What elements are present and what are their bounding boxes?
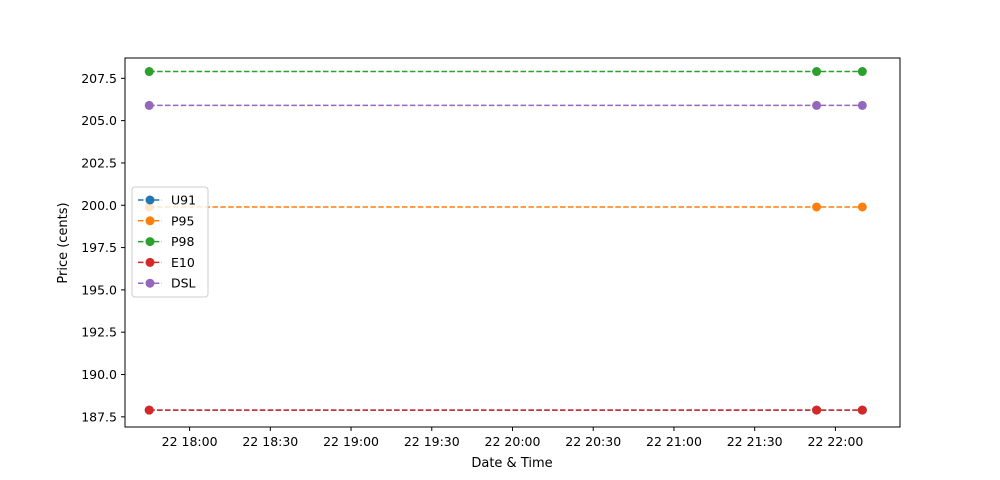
x-tick-label: 22 21:30 — [727, 434, 783, 449]
plot-frame — [124, 57, 901, 428]
legend-marker-u91 — [145, 195, 155, 205]
y-tick-label: 187.5 — [81, 409, 117, 424]
y-tick-label: 197.5 — [81, 240, 117, 255]
legend-label-e10: E10 — [171, 255, 195, 270]
legend-marker-e10 — [145, 257, 155, 267]
legend-label-p98: P98 — [171, 234, 194, 249]
x-tick-label: 22 22:00 — [807, 434, 863, 449]
data-point-e10 — [144, 405, 154, 415]
x-axis: 22 18:00 22 18:30 22 19:00 22 19:30 22 20:00… — [162, 427, 863, 449]
x-tick-label: 22 20:30 — [565, 434, 621, 449]
data-point-p98 — [812, 67, 822, 77]
data-point-p95 — [812, 202, 822, 212]
y-tick-label: 207.5 — [81, 71, 117, 86]
legend-label-u91: U91 — [171, 193, 196, 208]
data-point-p98 — [144, 67, 154, 77]
y-tick-label: 195.0 — [81, 282, 117, 297]
data-point-e10 — [857, 405, 867, 415]
y-tick-label: 190.0 — [81, 367, 117, 382]
x-tick-label: 22 18:30 — [242, 434, 298, 449]
y-axis: 187.5 190.0 192.5 195.0 197.5 200.0 202.5 205.0… — [81, 71, 125, 424]
y-tick-label: 192.5 — [81, 325, 117, 340]
legend-marker-p95 — [145, 216, 155, 226]
x-tick-label: 22 19:30 — [404, 434, 460, 449]
x-tick-label: 22 20:00 — [485, 434, 541, 449]
data-point-e10 — [812, 405, 822, 415]
x-tick-label: 22 19:00 — [323, 434, 379, 449]
y-axis-label: Price (cents) — [56, 202, 71, 283]
data-point-dsl — [857, 100, 867, 110]
legend-label-p95: P95 — [171, 213, 194, 228]
legend-frame — [131, 186, 209, 298]
legend-marker-p98 — [145, 237, 155, 247]
x-axis-label: Date & Time — [471, 456, 552, 471]
legend: U91 P95 P98 E10 DSL — [131, 186, 209, 298]
legend-marker-dsl — [145, 278, 155, 288]
x-tick-label: 22 18:00 — [162, 434, 218, 449]
series-group — [144, 67, 867, 415]
data-point-p95 — [857, 202, 867, 212]
data-point-dsl — [144, 100, 154, 110]
data-point-dsl — [812, 100, 822, 110]
y-tick-label: 205.0 — [81, 113, 117, 128]
y-tick-label: 200.0 — [81, 198, 117, 213]
data-point-p98 — [857, 67, 867, 77]
y-tick-label: 202.5 — [81, 155, 117, 170]
plot-area — [124, 57, 901, 428]
x-tick-label: 22 21:00 — [646, 434, 702, 449]
legend-label-dsl: DSL — [171, 276, 196, 291]
